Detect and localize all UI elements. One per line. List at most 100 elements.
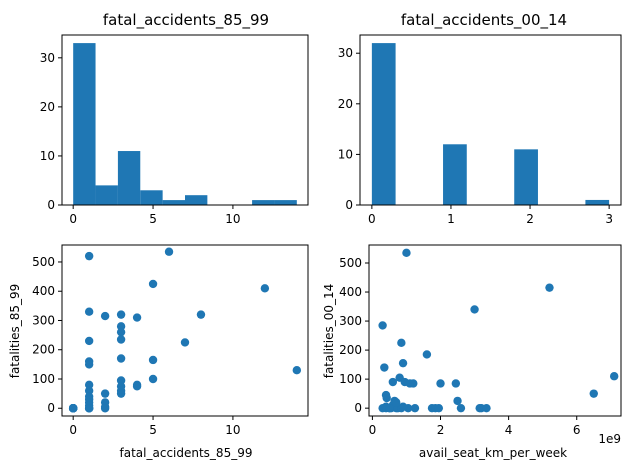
scatter-point <box>292 366 302 375</box>
scatter-point <box>589 389 598 398</box>
scatter-point <box>84 307 94 316</box>
scatter-point <box>148 279 158 289</box>
histogram-bar <box>140 190 163 205</box>
scatter-point <box>609 372 619 381</box>
scatter-point <box>164 247 174 256</box>
scatter-point <box>456 403 466 413</box>
y-tick-label: 400 <box>32 284 55 298</box>
y-tick-label: 500 <box>339 256 362 270</box>
x-tick-label: 0 <box>369 423 377 437</box>
bars <box>73 43 297 205</box>
scatter-point <box>84 386 94 395</box>
scatter-point <box>116 322 126 331</box>
scatter-point <box>116 335 126 344</box>
scatter-point <box>392 398 401 407</box>
scatter-point <box>116 354 126 363</box>
x-scale-offset: 1e9 <box>598 432 621 446</box>
scatter-point <box>380 363 389 372</box>
scatter-point <box>453 396 462 406</box>
ticks: 0 5 10 0 10 20 30 <box>40 51 241 226</box>
points <box>378 248 619 413</box>
y-tick-label: 0 <box>47 198 55 212</box>
scatter-point <box>410 403 420 413</box>
scatter-point <box>482 403 491 413</box>
scatter-point <box>84 380 94 390</box>
y-tick-label: 500 <box>32 255 55 269</box>
histogram-bar <box>274 200 297 205</box>
scatter-point <box>398 402 408 411</box>
y-tick-label: 200 <box>339 343 362 357</box>
scatter-point <box>422 350 432 359</box>
y-tick-label: 0 <box>47 401 55 415</box>
chart-title: fatal_accidents_00_14 <box>401 11 567 30</box>
y-tick-label: 400 <box>339 285 362 299</box>
axes-frame <box>61 34 309 206</box>
scatter-point <box>397 338 406 348</box>
y-tick-label: 20 <box>40 100 55 114</box>
scatter-point <box>378 321 387 330</box>
scatter-point <box>470 305 479 314</box>
scatter-point <box>196 310 206 319</box>
y-tick-label: 30 <box>338 46 353 60</box>
scatter-point <box>409 379 418 388</box>
y-axis-label: fatalities_00_14 <box>322 284 336 379</box>
scatter-point <box>436 379 445 388</box>
scatter-point <box>260 284 270 293</box>
scatter-point <box>402 248 411 258</box>
histogram-bar <box>73 43 96 205</box>
scatter-point <box>132 382 142 391</box>
y-tick-label: 20 <box>338 97 353 111</box>
scatter-point <box>388 377 398 387</box>
x-axis-label: fatal_accidents_85_99 <box>120 446 253 460</box>
scatter-point <box>398 358 408 368</box>
bars <box>371 43 610 205</box>
scatter-point <box>400 377 409 387</box>
x-tick-label: 2 <box>526 212 534 226</box>
histogram-bar <box>443 144 467 205</box>
scatter-point <box>385 403 394 413</box>
x-tick-label: 4 <box>505 423 513 437</box>
histogram-bar <box>117 151 141 205</box>
y-axis-label: fatalities_85_99 <box>8 284 22 379</box>
y-tick-label: 200 <box>32 343 55 357</box>
y-tick-label: 300 <box>32 313 55 327</box>
x-tick-label: 1 <box>447 212 455 226</box>
y-tick-label: 0 <box>354 401 362 415</box>
scatter-point <box>180 338 190 347</box>
histogram-bar <box>252 200 275 205</box>
x-axis-label: avail_seat_km_per_week <box>419 446 567 460</box>
scatter-point <box>116 389 126 398</box>
scatter-point <box>148 355 158 365</box>
histogram-bar <box>162 200 185 205</box>
x-tick-label: 3 <box>605 212 613 226</box>
histogram-bar <box>585 199 610 205</box>
axes-frame <box>368 244 622 417</box>
histogram-bar <box>371 43 396 205</box>
axes-frame <box>61 244 309 417</box>
histogram-bar <box>95 185 118 205</box>
scatter-point <box>451 379 461 388</box>
chart-title: fatal_accidents_85_99 <box>103 11 269 30</box>
scatter-point <box>116 376 126 385</box>
scatter-point <box>84 336 94 346</box>
y-tick-label: 10 <box>338 147 353 161</box>
y-tick-label: 0 <box>345 198 353 212</box>
scatter-point <box>148 374 158 384</box>
scatter-point <box>545 283 554 292</box>
x-tick-label: 0 <box>368 212 376 226</box>
ticks: 0 2 4 6 0 100 200 300 400 500 <box>339 256 580 437</box>
x-tick-label: 0 <box>69 423 77 437</box>
scatter-point <box>84 404 94 413</box>
y-tick-label: 30 <box>40 51 55 65</box>
scatter-point <box>100 389 110 398</box>
scatter-point <box>68 404 78 413</box>
y-tick-label: 100 <box>32 372 55 386</box>
histogram-bar <box>185 195 208 205</box>
x-tick-label: 6 <box>573 423 581 437</box>
y-tick-label: 300 <box>339 314 362 328</box>
x-tick-label: 5 <box>149 423 157 437</box>
scatter-point <box>434 403 444 413</box>
